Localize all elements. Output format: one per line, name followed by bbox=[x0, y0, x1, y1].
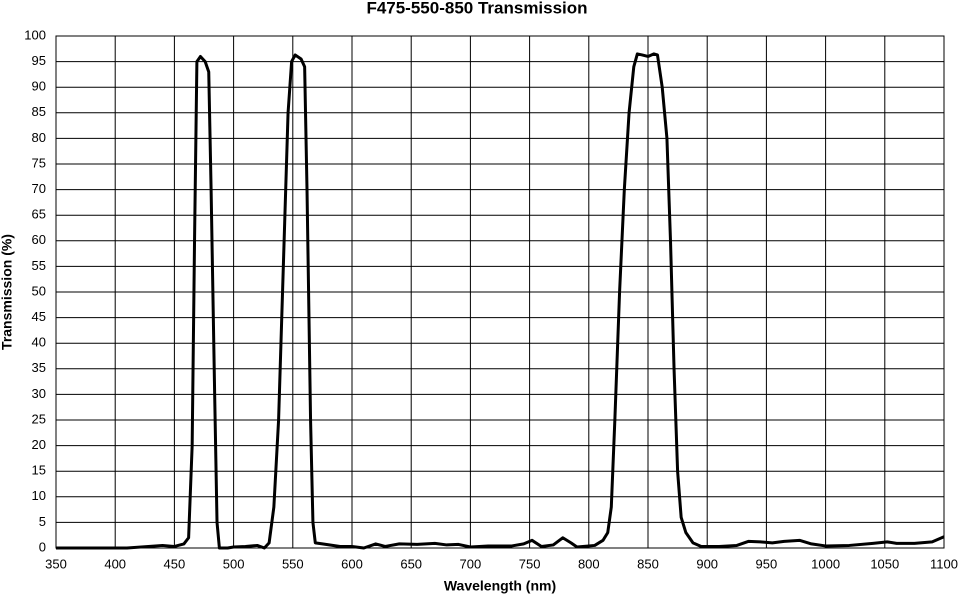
y-tick-label: 50 bbox=[32, 283, 46, 298]
y-tick-label: 65 bbox=[32, 207, 46, 222]
x-tick-label: 1050 bbox=[870, 556, 899, 571]
y-tick-label: 0 bbox=[39, 539, 46, 554]
y-tick-label: 90 bbox=[32, 79, 46, 94]
y-axis-title: Transmission (%) bbox=[0, 234, 15, 350]
x-tick-label: 700 bbox=[460, 556, 482, 571]
data-line bbox=[56, 52, 945, 550]
chart-title: F475-550-850 Transmission bbox=[366, 0, 587, 17]
y-tick-label: 40 bbox=[32, 335, 46, 350]
y-tick-label: 30 bbox=[32, 386, 46, 401]
y-tick-label: 85 bbox=[32, 104, 46, 119]
y-tick-label: 75 bbox=[32, 155, 46, 170]
y-tick-label: 60 bbox=[32, 232, 46, 247]
y-tick-label: 100 bbox=[24, 27, 46, 42]
x-tick-label: 400 bbox=[104, 556, 126, 571]
x-tick-label: 650 bbox=[400, 556, 422, 571]
y-tick-label: 5 bbox=[39, 514, 46, 529]
y-tick-label: 15 bbox=[32, 463, 46, 478]
x-tick-label: 850 bbox=[637, 556, 659, 571]
x-tick-label: 600 bbox=[341, 556, 363, 571]
plot-border bbox=[55, 35, 945, 549]
x-tick-label: 950 bbox=[756, 556, 778, 571]
x-tick-label: 750 bbox=[519, 556, 541, 571]
y-tick-label: 45 bbox=[32, 309, 46, 324]
x-tick-label: 450 bbox=[164, 556, 186, 571]
y-tick-label: 35 bbox=[32, 360, 46, 375]
x-tick-label: 500 bbox=[223, 556, 245, 571]
x-tick-label: 350 bbox=[45, 556, 67, 571]
y-tick-label: 10 bbox=[32, 488, 46, 503]
x-tick-label: 900 bbox=[696, 556, 718, 571]
y-tick-label: 80 bbox=[32, 130, 46, 145]
y-tick-label: 20 bbox=[32, 437, 46, 452]
x-tick-label: 1100 bbox=[930, 556, 958, 571]
x-axis-title: Wavelength (nm) bbox=[444, 578, 556, 594]
y-tick-label: 55 bbox=[32, 258, 46, 273]
y-tick-label: 25 bbox=[32, 411, 46, 426]
y-tick-label: 95 bbox=[32, 53, 46, 68]
x-tick-label: 800 bbox=[578, 556, 600, 571]
x-tick-label: 1000 bbox=[811, 556, 840, 571]
x-tick-label: 550 bbox=[282, 556, 304, 571]
y-tick-label: 70 bbox=[32, 181, 46, 196]
